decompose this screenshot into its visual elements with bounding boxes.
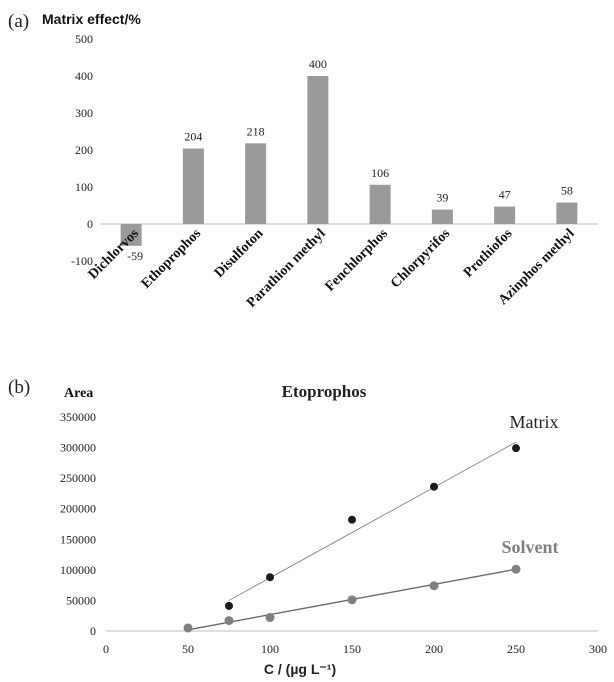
bar: [369, 184, 391, 224]
data-point: [266, 573, 274, 582]
bar-data-label: 39: [436, 191, 448, 205]
a-category-label: Chlorpyrifos: [388, 226, 453, 291]
bar: [307, 76, 329, 224]
a-y-tick-label: 400: [75, 69, 93, 83]
panel-b-x-title: C / (µg L⁻¹): [264, 661, 336, 677]
bar: [245, 143, 267, 224]
a-y-tick-label: 300: [75, 106, 93, 120]
bar: [431, 209, 453, 224]
data-point: [225, 601, 233, 610]
data-point: [224, 616, 234, 626]
b-y-tick-label: 150000: [60, 532, 96, 546]
a-y-tick-label: -100: [71, 254, 93, 268]
bar-data-label: 204: [184, 130, 202, 144]
bar-data-label: 47: [499, 188, 511, 202]
b-y-tick-label: 350000: [60, 410, 96, 424]
b-x-tick-label: 100: [261, 642, 279, 656]
panel-b-title: Etoprophos: [282, 382, 367, 401]
b-x-tick-label: 50: [182, 642, 194, 656]
b-y-tick-label: 50000: [66, 593, 96, 607]
bar: [556, 202, 578, 224]
a-y-tick-label: 100: [75, 180, 93, 194]
panel-a-y-title: Matrix effect/%: [42, 11, 141, 27]
b-x-tick-label: 200: [425, 642, 443, 656]
bar-data-label: 218: [247, 124, 265, 138]
a-y-tick-label: 0: [87, 217, 93, 231]
bar: [120, 224, 142, 246]
data-point: [429, 581, 439, 591]
series-label: Matrix: [510, 412, 559, 432]
series-label: Solvent: [501, 537, 558, 557]
panel-b-label: (b): [8, 377, 30, 398]
b-y-tick-label: 0: [90, 624, 96, 638]
data-point: [348, 515, 356, 524]
bar-chart: -1000100200300400500-59Dichlorvos204Etho…: [71, 32, 598, 311]
b-y-tick-label: 250000: [60, 471, 96, 485]
b-x-tick-label: 250: [507, 642, 525, 656]
data-point: [511, 564, 521, 574]
b-x-tick-label: 300: [589, 642, 607, 656]
a-y-tick-label: 200: [75, 143, 93, 157]
b-y-tick-label: 300000: [60, 441, 96, 455]
a-y-tick-label: 500: [75, 32, 93, 46]
b-y-tick-label: 200000: [60, 502, 96, 516]
data-point: [347, 595, 357, 605]
a-category-label: Ethoprophos: [139, 226, 205, 292]
b-x-tick-label: 150: [343, 642, 361, 656]
a-category-label: Prothiofos: [461, 226, 516, 281]
b-y-tick-label: 100000: [60, 563, 96, 577]
panel-a-label: (a): [8, 11, 29, 32]
b-x-tick-label: 0: [103, 642, 109, 656]
scatter-chart: 0 50000 100000 150000 200000 250000 300000 3500…: [60, 410, 607, 656]
fit-line: [228, 441, 517, 601]
a-category-label: Fenchlorphos: [323, 226, 392, 295]
bar-data-label: -59: [127, 249, 143, 263]
data-point: [512, 444, 520, 453]
data-point: [430, 482, 438, 491]
bar-data-label: 58: [561, 184, 573, 198]
bar: [182, 148, 204, 224]
bar: [494, 206, 516, 224]
panel-b-y-title: Area: [64, 386, 93, 401]
a-category-label: Disulfoton: [212, 226, 267, 281]
bar-data-label: 106: [371, 166, 389, 180]
data-point: [183, 623, 193, 633]
data-point: [265, 613, 275, 623]
bar-data-label: 400: [309, 57, 327, 71]
